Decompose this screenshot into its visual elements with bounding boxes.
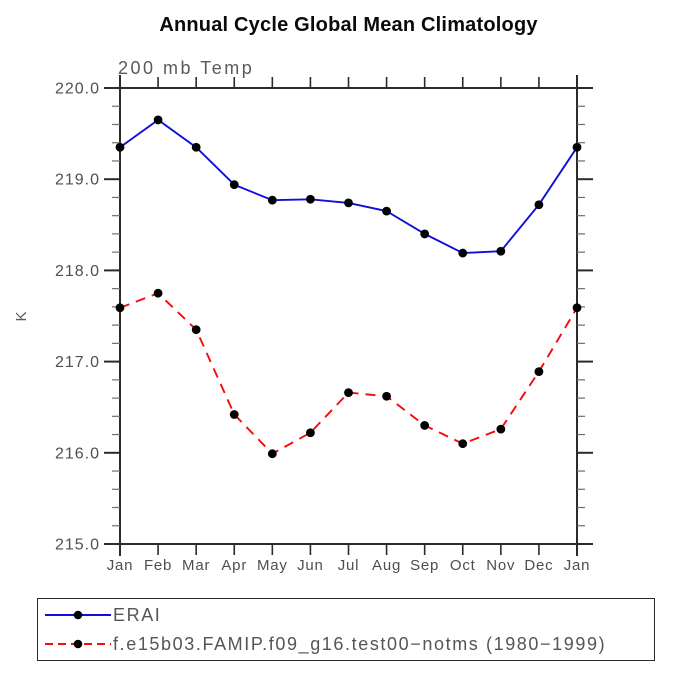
x-tick-label: Feb	[144, 557, 172, 574]
data-point	[382, 206, 391, 216]
data-point	[496, 424, 506, 434]
legend-item-erai: ERAI	[38, 601, 654, 630]
legend-line-sample-solid	[45, 610, 111, 620]
legend-marker-dot	[73, 639, 83, 649]
x-tick-label: Sep	[410, 557, 439, 574]
legend-label: ERAI	[113, 604, 162, 625]
data-point	[191, 142, 201, 152]
data-point	[229, 410, 239, 419]
data-point	[382, 391, 391, 401]
data-point	[344, 388, 353, 398]
data-point	[153, 288, 163, 298]
data-point	[191, 325, 201, 335]
x-tick-label: May	[257, 557, 288, 574]
y-tick-label: 217.0	[55, 354, 100, 371]
series-line-model	[119, 292, 578, 455]
data-point	[115, 303, 125, 313]
y-tick-label: 215.0	[55, 537, 100, 554]
legend-item-model: f.e15b03.FAMIP.f09_g16.test00−notms (198…	[38, 630, 654, 659]
legend-line-sample-dashed	[45, 639, 111, 649]
legend-label: f.e15b03.FAMIP.f09_g16.test00−notms (198…	[113, 633, 607, 654]
data-point	[572, 142, 582, 152]
x-tick-label: Jun	[297, 557, 324, 574]
x-tick-label: Jan	[107, 557, 134, 574]
y-tick-label: 219.0	[55, 172, 100, 189]
data-point	[420, 229, 430, 239]
y-tick-label: 220.0	[55, 81, 100, 98]
data-point	[458, 439, 468, 449]
chart-title: Annual Cycle Global Mean Climatology	[159, 14, 538, 36]
data-point	[458, 248, 468, 258]
data-point	[267, 195, 277, 205]
data-point	[534, 200, 544, 210]
y-tick-label: 218.0	[55, 263, 100, 280]
legend-marker-dot	[73, 610, 83, 620]
data-point	[534, 367, 544, 377]
x-tick-label: Nov	[486, 557, 515, 574]
data-point	[229, 180, 239, 190]
x-tick-label: Jul	[338, 557, 360, 574]
data-point	[420, 421, 430, 430]
data-point	[496, 246, 506, 256]
plot-subtitle: 200 mb Temp	[118, 58, 254, 78]
data-point	[306, 428, 315, 438]
x-tick-label: Dec	[524, 557, 553, 574]
x-tick-label: Jan	[564, 557, 591, 574]
data-point	[115, 142, 125, 152]
data-point	[267, 449, 277, 459]
data-point	[572, 303, 582, 313]
plot-area: 200 mb Temp K Jan Feb Mar Apr May Jun Jul Aug Se…	[13, 58, 593, 575]
data-point	[153, 115, 163, 125]
axes	[113, 75, 591, 556]
axis-tick-labels: Jan Feb Mar Apr May Jun Jul Aug Sep Oct Nov Dec Jan 2…	[55, 81, 590, 575]
x-tick-label: Apr	[221, 557, 247, 574]
data-point	[344, 198, 353, 208]
series-line-erai	[119, 118, 578, 255]
x-tick-label: Mar	[182, 557, 210, 574]
x-tick-label: Oct	[450, 557, 476, 574]
axis-ticks	[104, 77, 593, 555]
y-tick-label: 216.0	[55, 445, 100, 462]
x-tick-label: Aug	[372, 557, 401, 574]
legend: ERAI f.e15b03.FAMIP.f09_g16.test00−notms…	[37, 598, 655, 661]
y-axis-title: K	[13, 310, 30, 321]
series-lines	[115, 115, 582, 459]
data-point	[306, 194, 315, 204]
